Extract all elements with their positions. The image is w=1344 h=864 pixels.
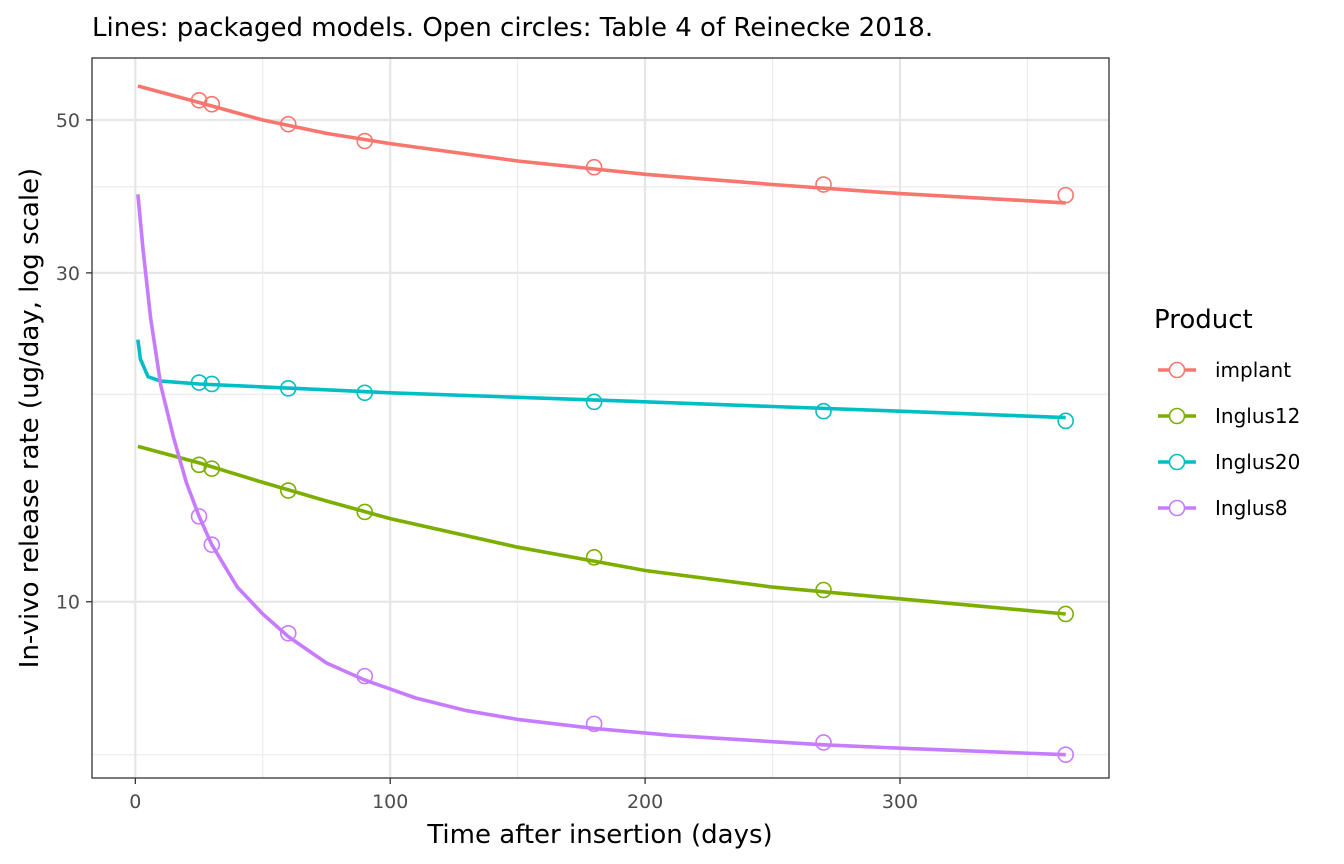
series-inglus20 — [136, 339, 1074, 430]
legend-key-circle — [1168, 499, 1186, 517]
observed-point — [190, 456, 208, 474]
observed-point — [585, 158, 603, 176]
x-axis-title: Time after insertion (days) — [426, 820, 772, 850]
observed-point — [203, 536, 221, 553]
observed-point — [279, 624, 297, 642]
x-tick-label: 100 — [372, 791, 408, 813]
series-inglus8 — [136, 194, 1074, 763]
observed-point — [190, 91, 208, 109]
legend-item-inglus12: Inglus12 — [1158, 404, 1300, 428]
observed-point — [1057, 605, 1074, 623]
observed-point — [279, 115, 297, 133]
legend-label: Inglus8 — [1215, 496, 1288, 520]
observed-point — [279, 380, 297, 397]
observed-point — [203, 95, 221, 113]
legend-key-circle — [1168, 361, 1186, 379]
observed-point — [585, 393, 603, 411]
observed-point — [815, 402, 832, 420]
observed-point — [356, 667, 374, 685]
observed-point — [1057, 412, 1074, 430]
model-line — [137, 444, 1066, 616]
observed-point — [585, 715, 603, 733]
observed-point — [815, 176, 832, 193]
observed-point — [279, 482, 297, 499]
plot-panel-border — [91, 57, 1110, 779]
observed-point — [1057, 746, 1074, 763]
legend-label: Inglus20 — [1215, 450, 1300, 474]
x-tick-label: 200 — [627, 791, 663, 813]
axis-layer: 0 100 200 300 10 30 50 — [56, 110, 918, 813]
model-line — [137, 84, 1066, 205]
x-tick-label: 300 — [882, 791, 918, 813]
observed-point — [815, 734, 832, 751]
observed-point — [203, 460, 221, 477]
series-inglus12 — [137, 444, 1074, 623]
observed-point — [585, 549, 603, 566]
y-tick-label: 30 — [56, 263, 80, 285]
legend-item-inglus8: Inglus8 — [1158, 496, 1288, 520]
y-tick-label: 50 — [56, 110, 80, 132]
legend-item-implant: implant — [1158, 358, 1291, 382]
legend-item-inglus20: Inglus20 — [1158, 450, 1300, 474]
legend-label: Inglus12 — [1215, 404, 1300, 428]
legend-label: implant — [1215, 358, 1291, 382]
observed-point — [1057, 186, 1074, 204]
series-implant — [137, 84, 1074, 205]
y-tick-label: 10 — [56, 592, 80, 614]
y-axis-title: In-vivo release rate (ug/day, log scale) — [15, 168, 45, 668]
series-layer — [136, 84, 1074, 763]
observed-point — [356, 503, 374, 521]
legend-key-circle — [1168, 453, 1186, 471]
model-line — [136, 339, 1066, 420]
observed-point — [815, 581, 832, 599]
model-line — [136, 194, 1066, 757]
observed-point — [190, 374, 208, 391]
chart-title: Lines: packaged models. Open circles: Ta… — [92, 13, 933, 43]
observed-point — [356, 384, 374, 402]
legend: Product implant Inglus12 Inglus20 Inglus8 — [1154, 305, 1300, 520]
observed-point — [190, 508, 208, 525]
observed-point — [356, 132, 374, 150]
legend-key-circle — [1168, 407, 1186, 425]
legend-title: Product — [1154, 305, 1253, 335]
x-tick-label: 0 — [129, 791, 141, 813]
observed-point — [203, 375, 221, 393]
